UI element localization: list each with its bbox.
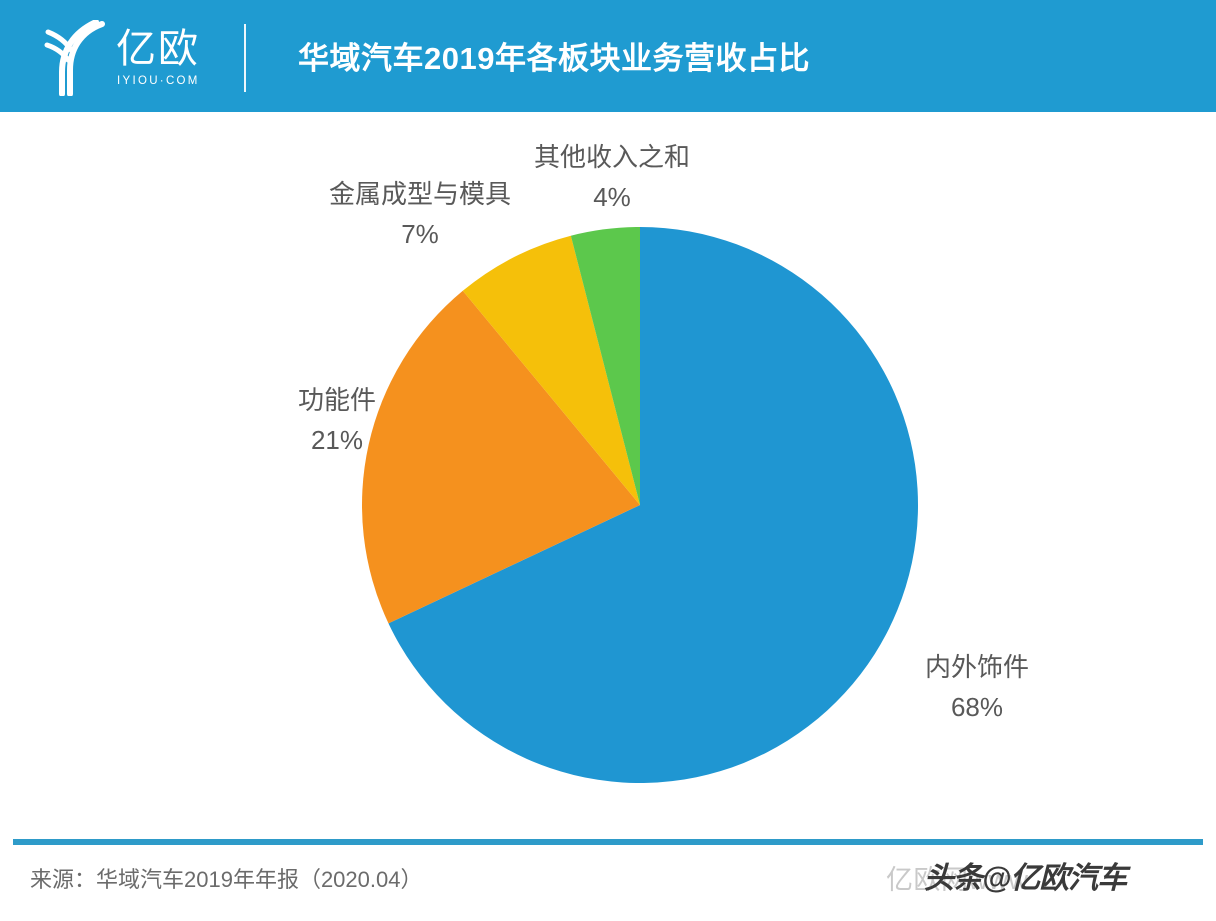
page-title: 华域汽车2019年各板块业务营收占比 [298,41,810,76]
brand-wordmark-latin: IYIOU·COM [117,75,200,87]
pie-slice[interactable] [462,235,640,505]
footer-divider [13,839,1203,845]
header-divider [244,24,246,92]
pie-label-inner-exterior: 内外饰件 68% [882,647,1072,727]
pie-label-value: 4% [593,182,631,212]
source-note: 来源：华域汽车2019年年报（2020.04） [30,867,423,892]
pie-label-category: 功能件 [297,385,376,415]
pie-label-category: 内外饰件 [924,652,1029,682]
pie-label-functional-parts: 功能件 21% [262,380,412,460]
pie-slice[interactable] [362,290,640,624]
iyiou-tree-logo-icon [44,19,108,97]
header-bar: 亿欧 IYIOU·COM 华域汽车2019年各板块业务营收占比 [0,0,1216,112]
pie-label-value: 7% [401,219,439,249]
brand-wordmark-cn: 亿欧 [116,27,200,71]
pie-chart: 内外饰件 68% 功能件 21% 金属成型与模具 7% 其他收入之和 4% [0,112,1216,830]
watermark-site-text: 亿欧网www [886,865,1029,895]
pie-chart-svg [362,227,919,783]
pie-label-category: 其他收入之和 [533,142,690,172]
pie-label-category: 金属成型与模具 [328,179,511,209]
pie-label-value: 21% [310,425,364,455]
pie-slice[interactable] [388,227,919,783]
brand-wordmark: 亿欧 IYIOU·COM [116,26,220,94]
pie-label-value: 68% [950,692,1004,722]
watermark: 亿欧网www 头条@亿欧汽车 [886,855,1216,905]
pie-label-other-income: 其他收入之和 4% [497,137,727,217]
watermark-account-text: 头条@亿欧汽车 [924,862,1127,895]
pie-slice-group [362,227,919,783]
pie-label-metal-forming-and-molds: 金属成型与模具 7% [300,174,540,254]
pie-slice[interactable] [570,227,640,505]
brand-logo[interactable]: 亿欧 IYIOU·COM [44,19,220,97]
